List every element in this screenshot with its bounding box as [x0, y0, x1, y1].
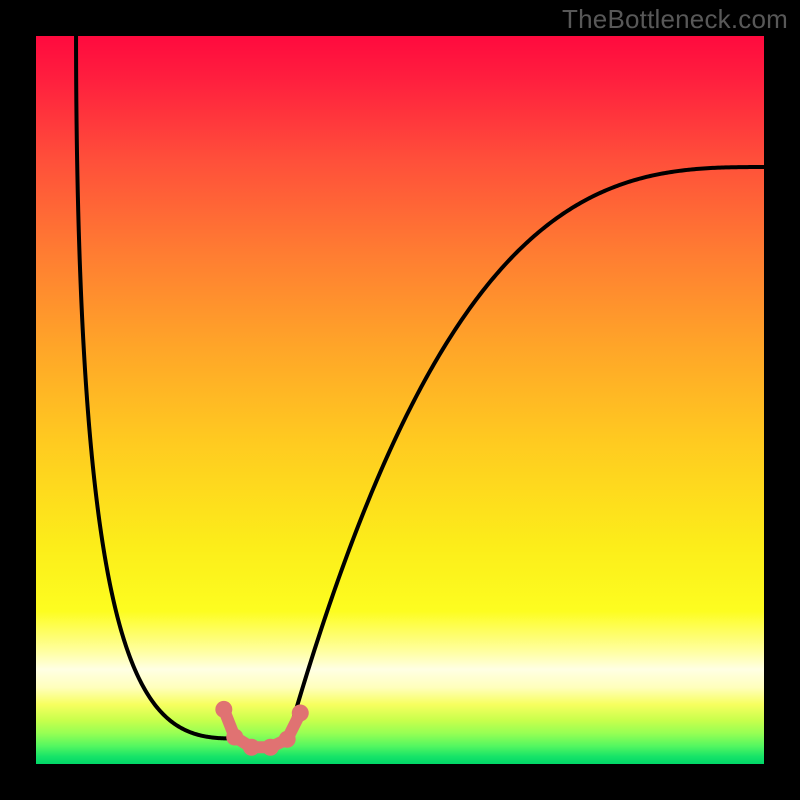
bottleneck-marker-dot	[262, 739, 279, 756]
bottleneck-marker-dot	[279, 731, 296, 748]
bottleneck-marker-dot	[243, 739, 260, 756]
bottleneck-marker-dot	[215, 701, 232, 718]
gradient-background	[36, 36, 764, 764]
bottleneck-marker-dot	[292, 705, 309, 722]
chart-svg	[36, 36, 764, 764]
watermark-text: TheBottleneck.com	[562, 4, 788, 35]
bottleneck-marker-dot	[226, 729, 243, 746]
plot-area	[36, 36, 764, 764]
